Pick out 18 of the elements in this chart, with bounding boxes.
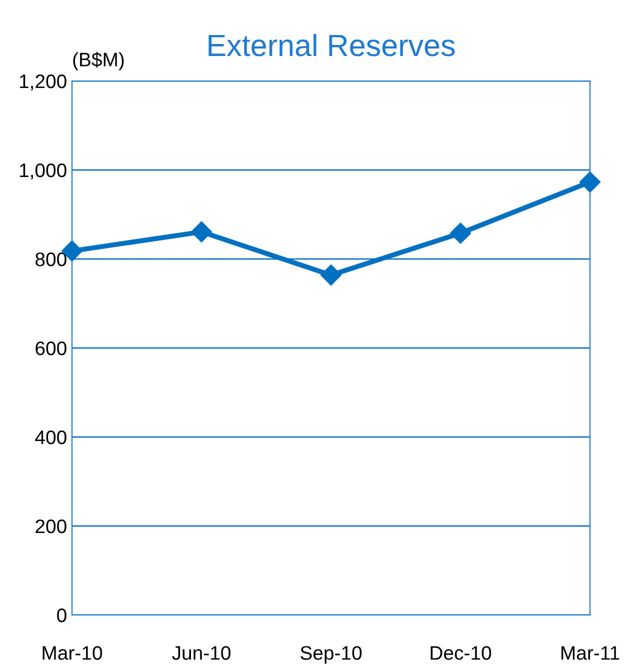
y-tick-label: 400 bbox=[35, 430, 66, 444]
y-tick-label: 0 bbox=[57, 608, 66, 622]
point bbox=[320, 264, 342, 286]
x-tick-label: Dec-10 bbox=[430, 646, 492, 660]
y-axis-title: (B$M) bbox=[73, 52, 124, 70]
y-tick-label: 600 bbox=[36, 341, 66, 356]
point bbox=[579, 172, 601, 193]
y-tick-label: 200 bbox=[36, 519, 66, 534]
x-tick-label: Mar-11 bbox=[562, 646, 620, 660]
point bbox=[450, 222, 472, 244]
y-tick-label: 1,200 bbox=[20, 74, 66, 91]
x-tick-label: Sep-10 bbox=[300, 646, 362, 664]
chart-title: External Reserves bbox=[208, 34, 455, 56]
point bbox=[190, 221, 212, 242]
y-tick-label: 800 bbox=[36, 252, 66, 266]
x-tick-label: Jun-10 bbox=[172, 646, 230, 660]
y-tick-label: 1,000 bbox=[20, 163, 66, 180]
x-tick-label: Mar-10 bbox=[42, 646, 102, 660]
